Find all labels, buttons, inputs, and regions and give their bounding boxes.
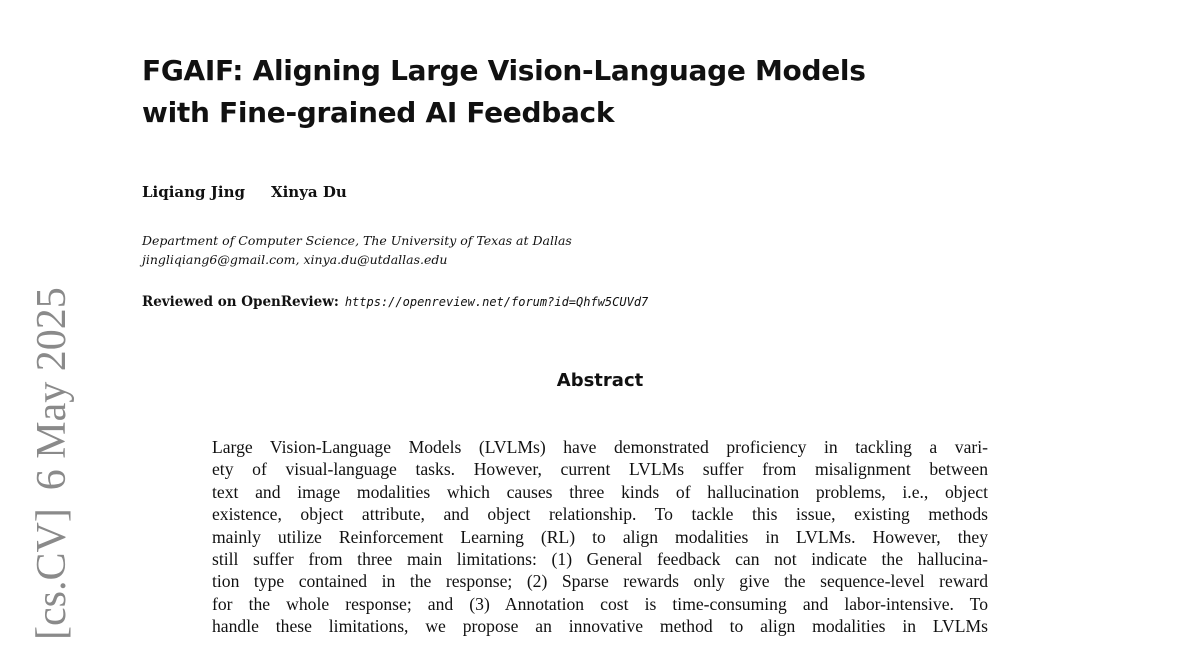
author: Xinya Du [270, 183, 347, 201]
abstract-line: ety of visual-language tasks. However, c… [212, 459, 988, 480]
affiliation: Department of Computer Science, The Univ… [142, 233, 572, 248]
emails: jingliqiang6@gmail.com, xinya.du@utdalla… [142, 252, 448, 267]
authors: Liqiang Jing Xinya Du [142, 183, 373, 201]
title-line: FGAIF: Aligning Large Vision-Language Mo… [142, 54, 866, 87]
abstract-line: existence, object attribute, and object … [212, 504, 988, 525]
title-line: with Fine-grained AI Feedback [142, 96, 615, 129]
review-label: Reviewed on OpenReview: [142, 294, 339, 310]
abstract-line: tion type contained in the response; (2)… [212, 571, 988, 592]
abstract-line: Large Vision-Language Models (LVLMs) hav… [212, 437, 988, 457]
abstract-heading: Abstract [556, 370, 644, 391]
abstract-line: mainly utilize Reinforcement Learning (R… [212, 526, 988, 547]
abstract-line: text and image modalities which causes t… [212, 481, 988, 502]
arxiv-stamp: [cs.CV]6 May 2025 [29, 269, 75, 640]
review-url[interactable]: https://openreview.net/forum?id=Qhfw5CUV… [344, 295, 649, 309]
abstract-body: Large Vision-Language Models (LVLMs) hav… [212, 436, 988, 638]
affiliation-block: Department of Computer Science, The Univ… [142, 231, 572, 269]
paper-title: FGAIF: Aligning Large Vision-Language Mo… [142, 50, 866, 134]
author: Liqiang Jing [142, 183, 245, 201]
abstract-line: handle these limitations, we propose an … [212, 616, 988, 637]
abstract-line: still suffer from three main limitations… [212, 549, 988, 570]
arxiv-category: [cs.CV] [29, 508, 75, 640]
abstract-line: for the whole response; and (3) Annotati… [212, 593, 988, 614]
review-line: Reviewed on OpenReview: https://openrevie… [142, 294, 648, 310]
